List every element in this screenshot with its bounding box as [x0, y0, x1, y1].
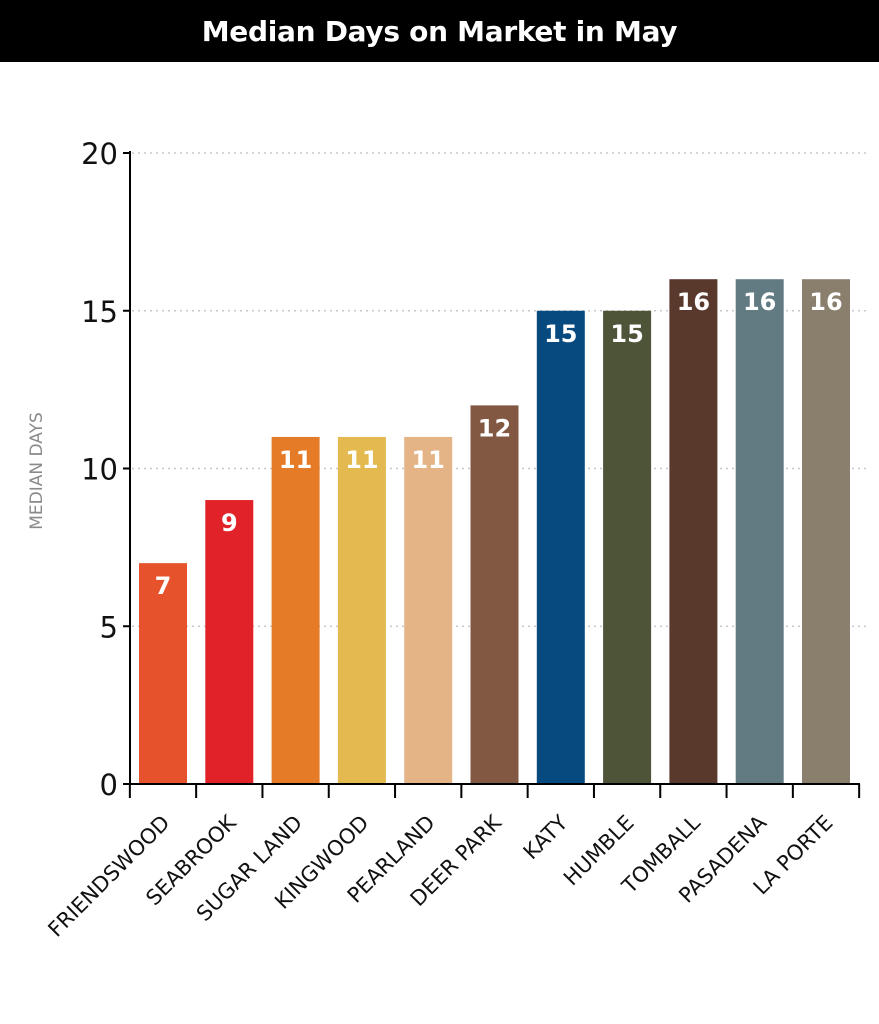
- bar-value-label: 11: [279, 446, 312, 474]
- bar-chart: 7 9 11 11 11 12 15 15 16 16 16 0 5 10 15 20 FRIENDSWOO…: [27, 137, 868, 942]
- bar: [404, 436, 453, 784]
- bar: [470, 405, 519, 784]
- bar-value-label: 16: [677, 288, 710, 316]
- bar: [271, 436, 320, 784]
- bar-value-label: 9: [221, 509, 238, 537]
- bar-value-label: 15: [610, 320, 643, 348]
- bar: [337, 436, 386, 784]
- bar-value-label: 11: [411, 446, 444, 474]
- x-tick-label: FRIENDSWOOD: [43, 811, 174, 942]
- bar-value-label: 16: [809, 288, 842, 316]
- bar: [669, 279, 718, 784]
- y-tick-label: 15: [81, 295, 118, 329]
- x-tick-label: KATY: [519, 810, 573, 864]
- y-tick-label: 0: [100, 768, 118, 802]
- y-tick-label: 10: [81, 453, 118, 487]
- bar: [735, 279, 784, 784]
- chart-title: Median Days on Market in May: [0, 0, 879, 62]
- bar-value-label: 12: [478, 414, 511, 442]
- bar: [603, 310, 652, 784]
- y-tick-label: 20: [81, 137, 118, 171]
- bar: [802, 279, 850, 784]
- bar: [139, 563, 187, 784]
- bar: [205, 500, 254, 784]
- y-axis-label: MEDIAN DAYS: [27, 412, 47, 530]
- bar-value-label: 11: [345, 446, 378, 474]
- bar-value-label: 16: [743, 288, 776, 316]
- y-tick-label: 5: [100, 610, 118, 644]
- bar: [536, 310, 585, 784]
- bar-value-label: 7: [155, 572, 172, 600]
- bar-value-label: 15: [544, 320, 577, 348]
- y-tick-labels: 0 5 10 15 20: [81, 137, 118, 802]
- axes: [123, 151, 861, 798]
- bars: 7 9 11 11 11 12 15 15 16 16 16: [139, 279, 850, 784]
